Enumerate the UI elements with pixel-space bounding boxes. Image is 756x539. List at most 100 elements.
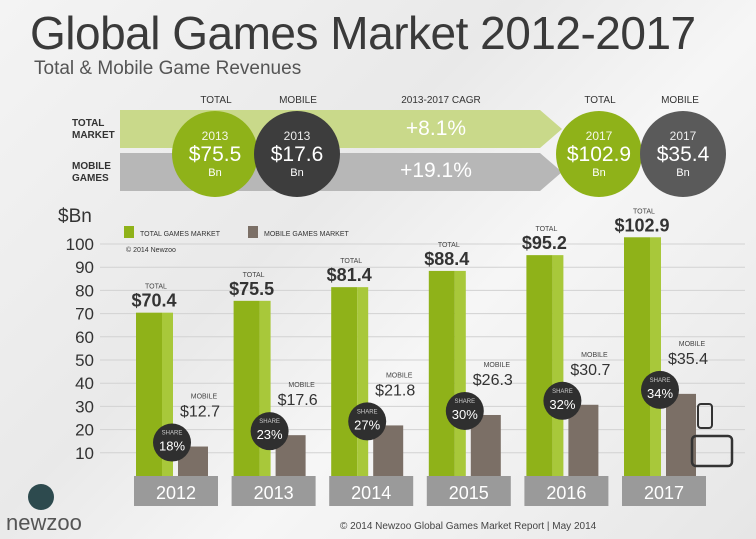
header-mobile-2017: MOBILE bbox=[661, 95, 699, 106]
small-total-label: TOTAL bbox=[243, 272, 265, 279]
data-label-mobile: $21.8 bbox=[375, 382, 415, 399]
phone-icon bbox=[697, 403, 713, 429]
row-label-total: TOTAL MARKET bbox=[72, 118, 115, 142]
row-label-total-line1: TOTAL bbox=[72, 118, 105, 129]
y-tick-label: 50 bbox=[75, 351, 94, 370]
y-tick-label: 40 bbox=[75, 374, 94, 393]
share-value: 27% bbox=[354, 417, 380, 432]
share-circle bbox=[445, 391, 484, 430]
y-tick-label: 80 bbox=[75, 281, 94, 300]
bar-total bbox=[233, 300, 260, 476]
share-small-label: SHARE bbox=[650, 378, 671, 384]
circle-unit: Bn bbox=[676, 166, 690, 179]
bar-total bbox=[526, 255, 553, 476]
circle-unit: Bn bbox=[290, 166, 304, 179]
y-tick-label: 60 bbox=[75, 328, 94, 347]
share-circle bbox=[543, 381, 582, 420]
y-tick-label: 20 bbox=[75, 421, 94, 440]
header-total-2017: TOTAL bbox=[584, 95, 616, 106]
y-tick-label: 30 bbox=[75, 397, 94, 416]
x-tick-label: 2012 bbox=[156, 483, 196, 503]
share-small-label: SHARE bbox=[357, 409, 378, 415]
share-small-label: SHARE bbox=[259, 419, 280, 425]
circle-total-2017: 2017 $102.9 Bn bbox=[556, 111, 642, 197]
small-total-label: TOTAL bbox=[340, 258, 362, 265]
bar-total-side bbox=[162, 312, 173, 476]
share-circle bbox=[153, 423, 191, 462]
share-value: 30% bbox=[452, 407, 478, 422]
year-band bbox=[426, 476, 511, 506]
data-label-mobile: $35.4 bbox=[668, 351, 708, 368]
small-mobile-label: MOBILE bbox=[386, 372, 413, 379]
bar-total bbox=[331, 287, 358, 476]
data-label-mobile: $30.7 bbox=[570, 362, 610, 379]
data-label-total: $95.2 bbox=[522, 233, 567, 253]
page-subtitle: Total & Mobile Game Revenues bbox=[34, 58, 302, 79]
data-label-mobile: $12.7 bbox=[180, 404, 220, 421]
circle-value: $17.6 bbox=[270, 142, 324, 166]
row-label-mobile-line1: MOBILE bbox=[72, 161, 111, 172]
circle-value: $102.9 bbox=[566, 142, 632, 166]
circle-year: 2017 bbox=[585, 128, 613, 143]
bar-total-side bbox=[650, 237, 661, 476]
share-small-label: SHARE bbox=[454, 399, 475, 405]
share-value: 23% bbox=[257, 427, 283, 442]
y-axis-label: $Bn bbox=[58, 206, 92, 227]
small-mobile-label: MOBILE bbox=[191, 394, 218, 401]
small-total-label: TOTAL bbox=[438, 242, 460, 249]
circle-unit: Bn bbox=[208, 166, 222, 179]
data-label-total: $70.4 bbox=[131, 291, 176, 311]
bar-mobile bbox=[568, 404, 599, 476]
row-label-mobile: MOBILE GAMES bbox=[72, 161, 111, 185]
circle-year: 2017 bbox=[669, 128, 697, 143]
share-circle bbox=[641, 370, 679, 409]
circle-value: $35.4 bbox=[656, 142, 710, 166]
y-tick-label: 90 bbox=[75, 258, 94, 277]
year-band bbox=[329, 476, 414, 506]
small-mobile-label: MOBILE bbox=[288, 382, 315, 389]
share-value: 34% bbox=[647, 386, 673, 401]
bar-total-side bbox=[259, 300, 271, 476]
share-small-label: SHARE bbox=[552, 389, 573, 395]
year-band bbox=[134, 476, 218, 506]
total-market-arrow bbox=[540, 110, 562, 148]
year-band bbox=[622, 476, 706, 506]
footer-copyright: © 2014 Newzoo Global Games Market Report… bbox=[340, 521, 597, 532]
circle-total-2013: 2013 $75.5 Bn bbox=[172, 111, 258, 197]
bar-total-side bbox=[552, 255, 564, 476]
page-title: Global Games Market 2012-2017 bbox=[30, 7, 696, 59]
bar-total bbox=[624, 237, 650, 476]
legend-label-total: TOTAL GAMES MARKET bbox=[140, 231, 221, 238]
share-circle bbox=[250, 412, 289, 451]
y-tick-label: 70 bbox=[75, 305, 94, 324]
tablet-icon bbox=[690, 434, 734, 468]
share-circle bbox=[348, 402, 387, 441]
small-total-label: TOTAL bbox=[633, 208, 655, 215]
x-tick-label: 2017 bbox=[644, 483, 684, 503]
data-label-total: $88.4 bbox=[424, 249, 469, 269]
x-tick-label: 2014 bbox=[351, 483, 391, 503]
circle-value: $75.5 bbox=[188, 142, 242, 166]
header-mobile: MOBILE bbox=[279, 95, 317, 106]
row-label-mobile-line2: GAMES bbox=[72, 173, 109, 184]
bar-total-side bbox=[357, 287, 369, 476]
circle-year: 2013 bbox=[201, 128, 229, 143]
legend-copyright: © 2014 Newzoo bbox=[126, 246, 176, 254]
x-tick-label: 2015 bbox=[449, 483, 489, 503]
circle-mobile-2017: 2017 $35.4 Bn bbox=[640, 111, 726, 197]
cagr-mobile: +19.1% bbox=[400, 159, 472, 182]
data-label-mobile: $26.3 bbox=[473, 372, 513, 389]
header-total: TOTAL bbox=[200, 95, 232, 106]
y-tick-label: 100 bbox=[66, 235, 94, 254]
y-tick-label: 10 bbox=[75, 444, 94, 463]
bar-total-side bbox=[454, 270, 466, 476]
circle-year: 2013 bbox=[283, 128, 311, 143]
share-value: 18% bbox=[159, 439, 185, 454]
cagr-total: +8.1% bbox=[405, 117, 467, 140]
small-mobile-label: MOBILE bbox=[484, 362, 511, 369]
share-small-label: SHARE bbox=[162, 431, 183, 437]
x-tick-label: 2016 bbox=[546, 483, 586, 503]
data-label-total: $102.9 bbox=[614, 215, 669, 235]
legend-swatch-mobile bbox=[248, 226, 258, 238]
